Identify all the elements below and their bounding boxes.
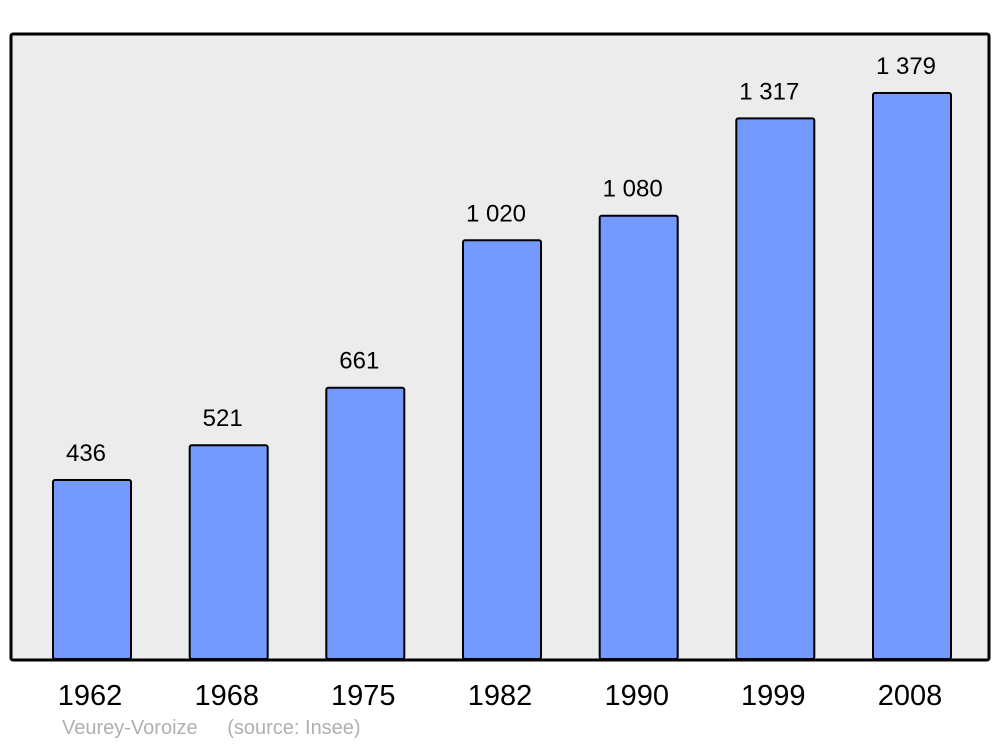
x-tick-1990: 1990 [604, 680, 669, 712]
bars-group [52, 92, 952, 661]
x-tick-1999: 1999 [741, 680, 806, 712]
value-label-1975: 661 [339, 348, 379, 375]
bar-2008 [872, 92, 952, 660]
x-tick-1975: 1975 [331, 680, 396, 712]
bar-1968 [188, 444, 269, 661]
x-tick-2008: 2008 [878, 680, 943, 712]
x-tick-1982: 1982 [468, 680, 533, 712]
bar-1962 [52, 479, 132, 660]
value-labels-group: 436 521 661 1 020 1 080 1 317 1 379 [66, 53, 936, 467]
value-label-1990: 1 080 [603, 176, 663, 203]
value-label-1968: 521 [203, 405, 243, 432]
value-label-1962: 436 [66, 440, 106, 467]
x-tick-labels-group: 1962 1968 1975 1982 1990 1999 2008 [58, 680, 943, 712]
value-label-1999: 1 317 [739, 78, 799, 105]
value-label-1982: 1 020 [466, 200, 526, 227]
x-tick-1962: 1962 [58, 680, 123, 712]
caption-source: (source: Insee) [227, 717, 361, 739]
chart-caption: Veurey-Voroize (source: Insee) [62, 717, 361, 740]
bar-1982 [462, 239, 542, 661]
value-label-2008: 1 379 [876, 53, 936, 80]
x-tick-1968: 1968 [194, 680, 259, 712]
caption-place: Veurey-Voroize [62, 717, 198, 739]
bar-1999 [735, 117, 816, 660]
bar-1990 [598, 214, 679, 660]
bar-1975 [325, 386, 406, 660]
